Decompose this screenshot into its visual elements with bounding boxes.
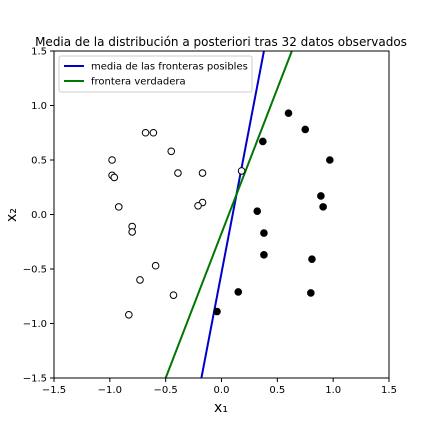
open-point-14 [151,261,160,270]
y-tick-label-5: 1.0 [31,101,47,112]
x-tick-label-5: 1.0 [325,385,341,396]
x-tick-label-1: −1.0 [98,385,122,396]
open-point-9 [114,203,123,211]
x-tick-label-4: 0.5 [269,385,285,396]
x-tick-label-2: −0.5 [154,385,178,396]
y-tick-label-1: −1.0 [23,319,47,330]
open-point-2 [167,147,176,156]
legend-box [58,55,253,93]
filled-point-2 [259,137,267,146]
open-point-0 [141,128,150,137]
legend: media de las fronteras posibles frontera … [58,55,253,93]
filled-point-7 [260,229,268,237]
y-tick-label-2: −0.5 [23,265,47,276]
chart-title: Media de la distribución a posteriori tr… [35,35,407,49]
open-point-6 [174,169,182,177]
open-point-8 [237,167,246,175]
open-point-17 [125,310,133,319]
filled-point-10 [234,288,243,296]
y-tick-label-0: −1.5 [23,374,47,385]
x-tick-label-3: 0.0 [214,385,230,396]
open-point-5 [110,173,119,182]
open-point-15 [136,276,144,284]
ticks-layer: −1.5 −1.0 −0.5 0.0 0.5 1.0 1.5 −1.5 −1.0 −0.5 0.0 0… [23,47,397,397]
open-point-11 [194,201,202,210]
y-tick-label-4: 0.5 [31,156,47,167]
x-tick-label-0: −1.5 [42,385,66,396]
filled-point-4 [317,192,325,200]
series-layer [108,51,334,378]
filled-point-5 [319,203,327,211]
filled-point-12 [213,307,221,316]
filled-point-1 [301,125,310,134]
x-axis-label: x₁ [214,400,228,416]
open-point-16 [169,291,178,299]
filled-point-8 [260,251,268,259]
open-point-1 [149,128,158,137]
open-point-7 [198,169,207,177]
legend-label-1: frontera verdadera [91,77,186,88]
open-point-3 [108,156,116,164]
y-tick-label-6: 1.5 [31,47,47,58]
y-axis-label: x₂ [4,208,20,222]
series-line-0 [200,51,265,378]
filled-point-9 [308,255,316,263]
y-tick-label-3: 0.0 [31,210,47,221]
filled-point-0 [284,109,293,117]
filled-point-6 [253,207,262,216]
legend-label-0: media de las fronteras posibles [91,62,248,73]
filled-point-11 [307,289,315,297]
plot-frame [53,50,390,379]
series-line-1 [164,51,293,378]
open-point-13 [128,228,136,236]
filled-point-3 [326,156,334,164]
x-tick-label-6: 1.5 [381,385,397,396]
